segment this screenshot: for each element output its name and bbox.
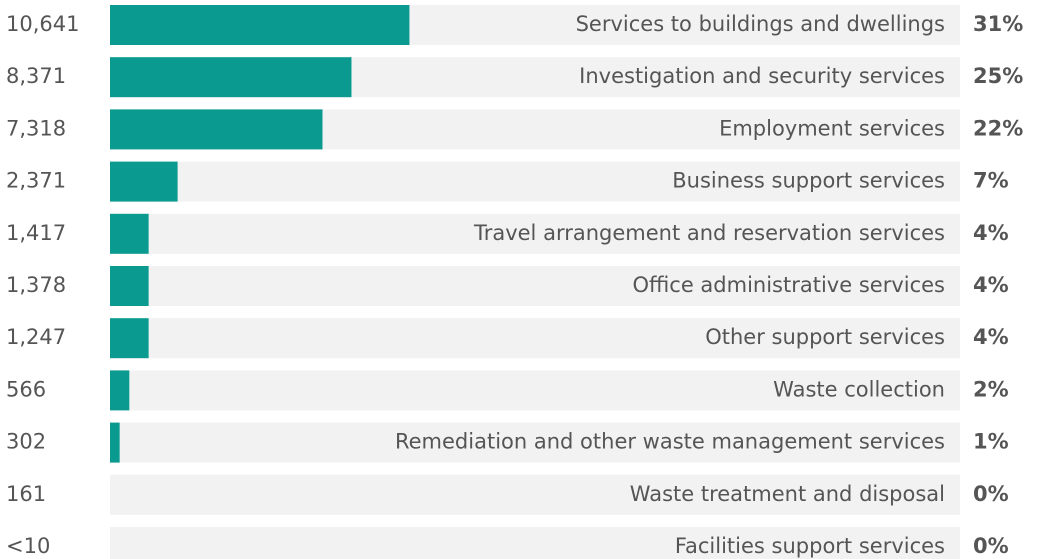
bar	[110, 109, 323, 150]
category-label: Services to buildings and dwellings	[576, 12, 945, 36]
bar-track	[110, 370, 960, 411]
value-label: 4%	[973, 325, 1009, 349]
bar	[110, 5, 410, 45]
bar-track	[110, 527, 960, 559]
category-label: Waste treatment and disposal	[630, 482, 945, 506]
bar	[110, 213, 149, 254]
count-label: 10,641	[6, 12, 79, 36]
category-label: Investigation and security services	[579, 64, 945, 88]
count-label: <10	[6, 534, 50, 558]
category-label: Facilities support services	[675, 534, 945, 558]
category-label: Waste collection	[773, 377, 945, 401]
bar-track	[110, 318, 960, 359]
count-label: 8,371	[6, 64, 66, 88]
value-label: 4%	[973, 221, 1009, 245]
category-label: Remediation and other waste management s…	[395, 430, 945, 454]
category-label: Travel arrangement and reservation servi…	[473, 221, 945, 245]
bar	[110, 318, 149, 359]
count-label: 1,247	[6, 325, 66, 349]
value-label: 2%	[973, 377, 1009, 401]
count-label: 566	[6, 377, 46, 401]
value-label: 1%	[973, 430, 1009, 454]
value-label: 4%	[973, 273, 1009, 297]
value-label: 31%	[973, 12, 1023, 36]
bar-track	[110, 213, 960, 254]
bar	[110, 422, 120, 463]
value-label: 0%	[973, 482, 1009, 506]
category-label: Employment services	[719, 116, 945, 140]
category-label: Office administrative services	[632, 273, 945, 297]
bar	[110, 161, 178, 202]
value-label: 0%	[973, 534, 1009, 558]
count-label: 161	[6, 482, 46, 506]
bar-track	[110, 422, 960, 463]
bar	[110, 57, 352, 98]
bar-track	[110, 474, 960, 515]
value-label: 22%	[973, 116, 1023, 140]
bar	[110, 370, 130, 411]
bar-track	[110, 266, 960, 306]
bar-track	[110, 161, 960, 202]
count-label: 1,417	[6, 221, 66, 245]
value-label: 7%	[973, 169, 1009, 193]
count-label: 7,318	[6, 116, 66, 140]
count-label: 2,371	[6, 169, 66, 193]
bar	[110, 266, 149, 306]
category-label: Business support services	[672, 169, 945, 193]
category-label: Other support services	[705, 325, 945, 349]
count-label: 1,378	[6, 273, 66, 297]
value-label: 25%	[973, 64, 1023, 88]
count-label: 302	[6, 430, 46, 454]
